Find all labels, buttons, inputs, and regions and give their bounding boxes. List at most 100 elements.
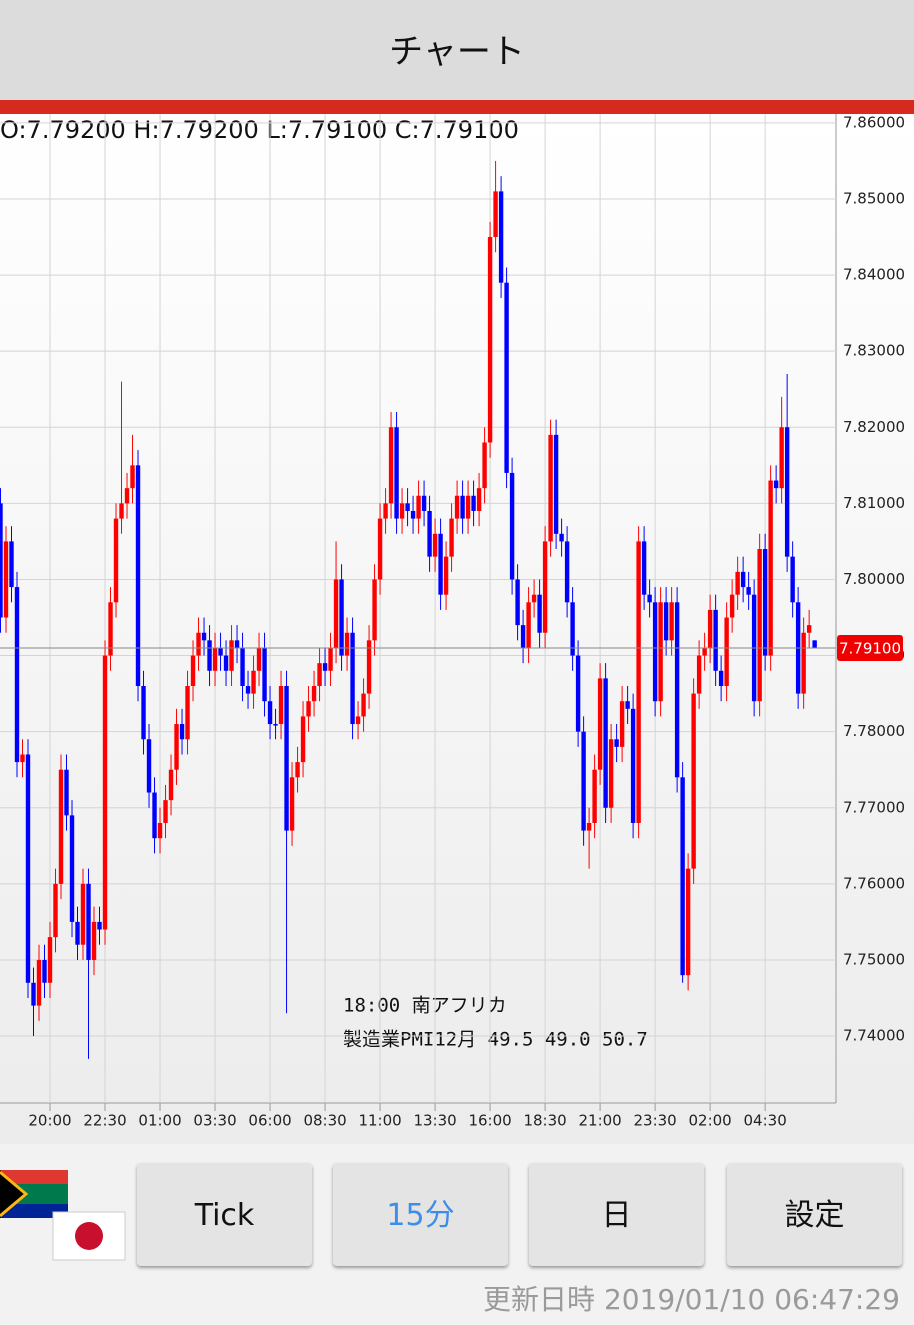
- candle-body: [680, 777, 685, 976]
- y-tick-label: 7.75000: [843, 950, 905, 968]
- candle-body: [768, 480, 773, 656]
- candle-body: [812, 640, 817, 648]
- candle-body: [0, 503, 3, 618]
- y-tick-label: 7.78000: [843, 722, 905, 740]
- candle-body: [9, 541, 14, 588]
- flags: [0, 1170, 126, 1261]
- candle-body: [361, 693, 366, 717]
- candle-body: [102, 655, 108, 930]
- candle-body: [427, 510, 432, 557]
- candle-body: [75, 921, 80, 945]
- update-timestamp: 2019/01/10 06:47:29: [603, 1283, 900, 1316]
- candle-body: [262, 647, 267, 702]
- candle-body: [460, 495, 465, 519]
- candle-body: [394, 427, 399, 519]
- candle-body: [300, 716, 306, 763]
- candle-body: [625, 701, 630, 709]
- x-tick-label: 20:00: [28, 1112, 71, 1130]
- x-tick-label: 22:30: [83, 1112, 126, 1130]
- candle-body: [141, 685, 146, 740]
- candle-body: [493, 191, 498, 238]
- candle-body: [372, 579, 377, 641]
- candle-body: [58, 769, 64, 884]
- candle-body: [251, 670, 256, 694]
- y-tick-label: 7.80000: [843, 570, 905, 588]
- candle-body: [531, 594, 537, 603]
- candle-body: [388, 427, 394, 504]
- candle-body: [559, 533, 564, 542]
- candle-body: [333, 579, 339, 648]
- candle-body: [201, 632, 207, 641]
- y-tick-label: 7.86000: [843, 113, 905, 131]
- candle-body: [663, 602, 669, 641]
- last-price-box: [837, 634, 903, 661]
- candle-body: [322, 663, 328, 671]
- candle-body: [295, 762, 300, 778]
- candle-body: [405, 503, 410, 511]
- tick-button[interactable]: Tick: [137, 1163, 312, 1266]
- candle-body: [355, 716, 361, 725]
- candle-body: [157, 822, 163, 839]
- candle-body: [223, 655, 229, 671]
- candle-body: [432, 533, 438, 557]
- 15min-button[interactable]: 15分: [333, 1163, 508, 1266]
- candle-body: [119, 503, 124, 519]
- candle-body: [130, 465, 135, 489]
- header-bar: [0, 100, 914, 114]
- candle-body: [190, 655, 196, 686]
- candle-body: [53, 883, 58, 938]
- candle-body: [526, 602, 531, 648]
- candle-body: [218, 647, 223, 656]
- candle-body: [366, 640, 372, 694]
- candle-body: [245, 685, 251, 694]
- candle-body: [465, 495, 471, 519]
- x-tick-label: 13:30: [413, 1112, 456, 1130]
- candle-body: [806, 625, 812, 633]
- candle-body: [97, 921, 102, 930]
- x-tick-label: 18:30: [523, 1112, 566, 1130]
- candle-body: [630, 708, 636, 823]
- x-tick-label: 01:00: [138, 1112, 181, 1130]
- day-button[interactable]: 日: [529, 1163, 704, 1266]
- candle-body: [564, 541, 570, 603]
- candle-body: [168, 769, 174, 801]
- candle-body: [691, 693, 696, 869]
- candle-body: [449, 518, 454, 557]
- candle-body: [399, 503, 405, 519]
- candle-body: [757, 549, 762, 702]
- candle-body: [515, 579, 520, 626]
- event-annotation: 製造業PMI12月 49.5 49.0 50.7: [343, 1029, 648, 1051]
- x-tick-label: 08:30: [303, 1112, 346, 1130]
- candle-body: [685, 868, 691, 976]
- candle-body: [454, 495, 460, 519]
- candle-body: [553, 434, 559, 534]
- x-tick-label: 03:30: [193, 1112, 236, 1130]
- candle-body: [179, 724, 185, 740]
- candle-body: [729, 594, 735, 618]
- candle-body: [713, 609, 718, 671]
- candle-body: [80, 883, 86, 945]
- candle-body: [619, 701, 625, 747]
- candle-body: [273, 724, 278, 726]
- last-price-label: 7.79100: [839, 639, 901, 657]
- candle-body: [773, 480, 779, 489]
- x-tick-label: 11:00: [358, 1112, 401, 1130]
- candle-body: [586, 822, 592, 831]
- candle-body: [69, 815, 75, 922]
- x-tick-label: 06:00: [248, 1112, 291, 1130]
- candle-body: [482, 442, 487, 489]
- candle-body: [421, 495, 427, 511]
- candle-body: [438, 533, 443, 595]
- candle-body: [377, 518, 383, 580]
- candle-body: [163, 800, 168, 823]
- candle-body: [185, 685, 190, 740]
- candle-body: [476, 488, 482, 511]
- y-tick-label: 7.85000: [843, 189, 905, 207]
- candle-body: [740, 571, 746, 588]
- candle-body: [504, 282, 509, 473]
- candle-body: [152, 792, 157, 839]
- settings-button[interactable]: 設定: [727, 1163, 902, 1266]
- candle-body: [240, 647, 245, 686]
- candle-body: [636, 541, 641, 823]
